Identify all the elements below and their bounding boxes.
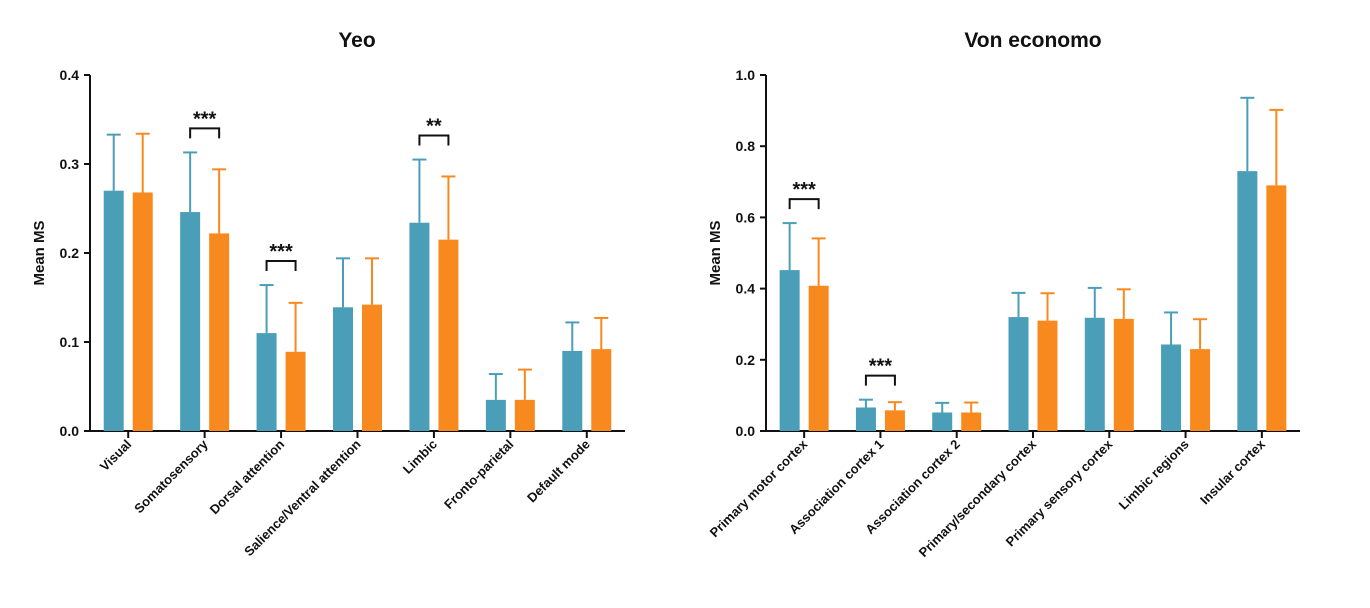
y-tick-label: 0.0 [60,423,80,439]
significance-label: ** [426,116,442,138]
bar [884,410,905,431]
y-tick-label: 0.2 [736,352,756,368]
significance-bracket [788,198,820,210]
yeo-chart: Yeo Mean MS 0.0 0.1 0.2 0.3 0.4 VisualSomatosen… [31,29,625,559]
significance-bracket [864,374,896,386]
y-tick-label: 0.8 [736,138,756,154]
significance-bracket [265,260,297,272]
y-tick-label: 1.0 [736,67,756,83]
significance-label: *** [193,108,217,130]
y-axis-label: Mean MS [31,220,48,285]
x-tick-label: Limbic regions [1116,437,1192,513]
significance-bracket [189,127,221,139]
bar [285,351,306,431]
y-tick-label: 0.1 [60,334,80,350]
bar [1084,317,1105,431]
bar [1237,171,1258,431]
x-tick-label: Somatosensory [131,436,211,516]
bar [808,285,829,431]
bar [1008,317,1029,431]
bar [180,212,201,431]
y-tick-label: 0.4 [736,281,756,297]
y-tick-label: 0.0 [736,423,756,439]
bar [1190,349,1211,431]
y-tick-label: 0.2 [60,245,80,261]
bar [256,333,277,431]
bar [132,192,153,431]
bar [779,270,800,431]
x-tick-label: Limbic [400,437,440,477]
bar [591,349,612,431]
significance-label: *** [792,179,816,201]
bar [562,350,583,431]
bar [485,399,506,431]
bar [855,407,876,431]
bar [438,239,459,431]
x-tick-label: Default mode [524,437,593,506]
bar [1161,344,1182,431]
bar [1037,320,1058,431]
significance-bracket [418,134,450,146]
x-tick-label: Insular cortex [1197,436,1268,507]
bar [209,233,230,431]
bar [409,222,430,431]
y-tick-label: 0.4 [60,67,80,83]
bar [362,304,382,431]
significance-label: *** [869,356,893,378]
bar [961,412,982,431]
x-tick-label: Fronto-parietal [441,437,516,512]
bar [103,190,124,431]
chart-title: Von economo [964,29,1101,52]
significance-label: *** [269,241,293,263]
y-tick-label: 0.3 [60,156,80,172]
chart-title: Yeo [338,29,375,52]
bar [1266,185,1287,431]
bar [333,307,353,431]
y-tick-label: 0.6 [736,209,756,225]
bar [1113,318,1134,431]
bar [514,399,535,431]
bar [932,412,953,431]
x-tick-label: Visual [97,437,135,475]
x-tick-label: Dorsal attention [207,436,288,517]
y-axis-label: Mean MS [707,220,724,285]
